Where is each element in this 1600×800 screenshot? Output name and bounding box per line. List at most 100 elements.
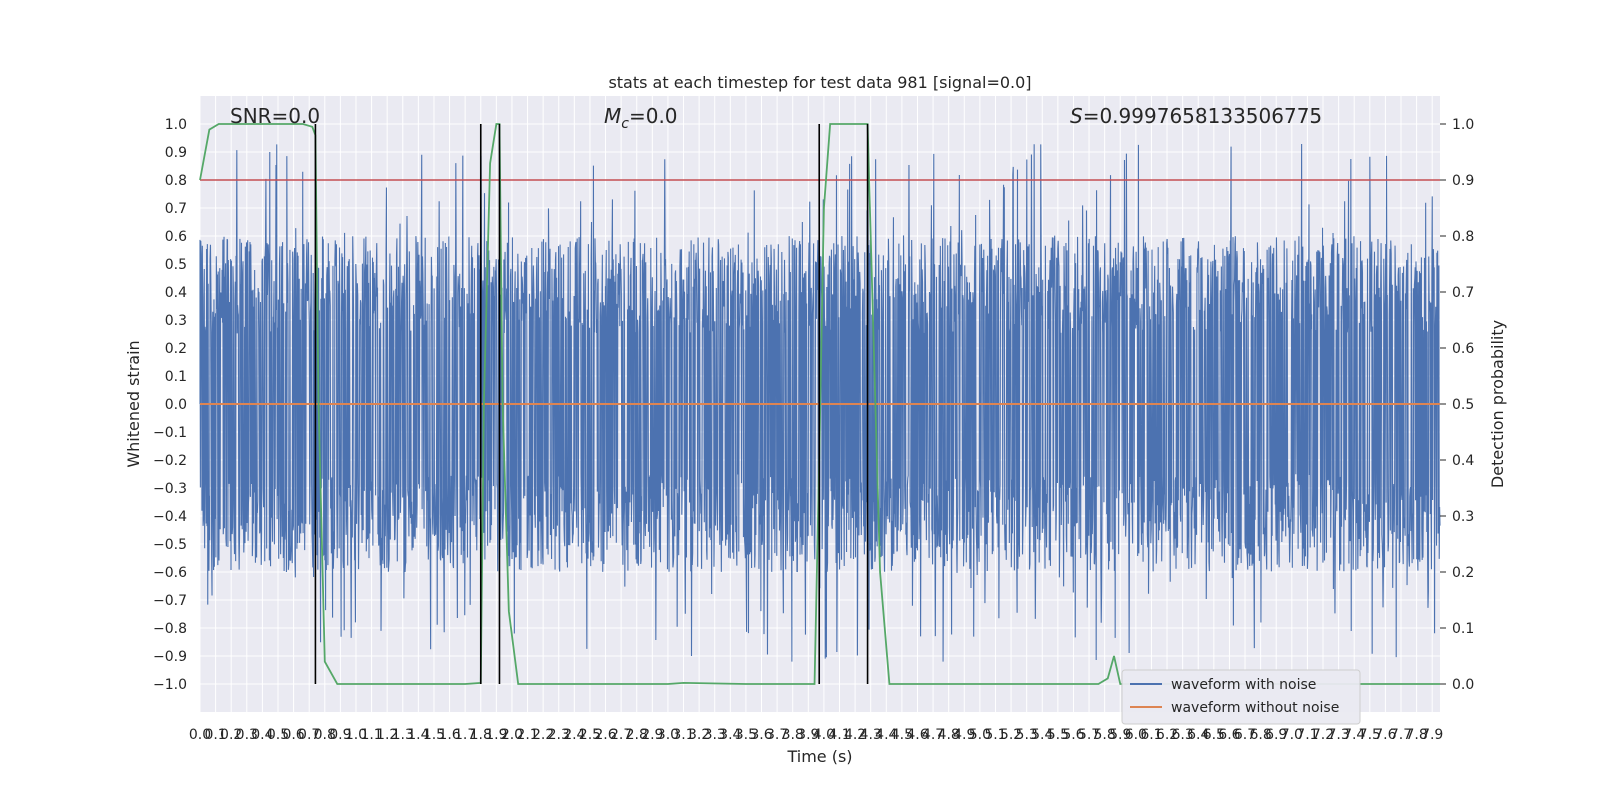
y2-tick-label: 0.9 xyxy=(1452,173,1474,189)
x-tick-label: 7.5 xyxy=(1359,727,1381,743)
x-tick-label: 2.6 xyxy=(594,727,616,743)
x-tick-label: 5.5 xyxy=(1047,727,1069,743)
x-tick-label: 5.3 xyxy=(1016,727,1038,743)
x-tick-label: 1.7 xyxy=(454,727,476,743)
x-tick-label: 3.7 xyxy=(766,727,788,743)
x-tick-label: 3.0 xyxy=(657,727,679,743)
y2-tick-label: 0.5 xyxy=(1452,397,1474,413)
x-tick-label: 2.8 xyxy=(626,727,648,743)
x-tick-label: 4.5 xyxy=(891,727,913,743)
y-tick-label: −0.7 xyxy=(153,593,187,609)
x-tick-label: 0.0 xyxy=(189,727,211,743)
x-tick-label: 6.5 xyxy=(1203,727,1225,743)
y2-tick-label: 0.2 xyxy=(1452,565,1474,581)
x-tick-label: 5.2 xyxy=(1000,727,1022,743)
x-tick-label: 5.4 xyxy=(1031,727,1053,743)
x-tick-label: 0.2 xyxy=(220,727,242,743)
x-tick-label: 4.6 xyxy=(906,727,928,743)
x-tick-label: 3.9 xyxy=(797,727,819,743)
chart-title: stats at each timestep for test data 981… xyxy=(608,73,1031,92)
x-tick-label: 1.8 xyxy=(470,727,492,743)
x-tick-label: 2.7 xyxy=(610,727,632,743)
x-tick-label: 1.3 xyxy=(392,727,414,743)
y2-tick-label: 1.0 xyxy=(1452,117,1474,133)
x-tick-label: 7.9 xyxy=(1421,727,1443,743)
y-tick-label: 0.8 xyxy=(165,173,187,189)
x-tick-label: 3.6 xyxy=(750,727,772,743)
x-axis-label: Time (s) xyxy=(786,747,852,766)
x-tick-label: 2.4 xyxy=(563,727,585,743)
x-tick-label: 1.5 xyxy=(423,727,445,743)
legend-label-clean: waveform without noise xyxy=(1171,700,1339,716)
x-tick-label: 4.7 xyxy=(922,727,944,743)
y-tick-label: 0.7 xyxy=(165,201,187,217)
x-tick-label: 0.1 xyxy=(204,727,226,743)
legend-label-noise: waveform with noise xyxy=(1171,677,1316,693)
annotation-chirp-mass: Mc=0.0 xyxy=(604,104,678,132)
line-series-layer xyxy=(199,123,1440,685)
x-tick-label: 4.9 xyxy=(953,727,975,743)
x-tick-label: 6.0 xyxy=(1125,727,1147,743)
x-tick-label: 7.0 xyxy=(1281,727,1303,743)
y2-tick-label: 0.0 xyxy=(1452,677,1474,693)
legend: waveform with noise waveform without noi… xyxy=(1121,669,1361,725)
y-tick-label: 0.9 xyxy=(165,145,187,161)
x-tick-label: 7.4 xyxy=(1343,727,1365,743)
y-tick-label: −0.8 xyxy=(153,621,187,637)
x-tick-label: 6.6 xyxy=(1218,727,1240,743)
y-tick-label: −0.5 xyxy=(153,537,187,553)
x-tick-label: 2.0 xyxy=(501,727,523,743)
x-tick-label: 6.9 xyxy=(1265,727,1287,743)
x-tick-label: 6.1 xyxy=(1140,727,1162,743)
x-tick-label: 6.4 xyxy=(1187,727,1209,743)
x-tick-label: 5.6 xyxy=(1062,727,1084,743)
x-tick-label: 2.2 xyxy=(532,727,554,743)
y-tick-label: −0.2 xyxy=(153,453,187,469)
x-tick-label: 4.8 xyxy=(938,727,960,743)
x-tick-label: 5.0 xyxy=(969,727,991,743)
y2-tick-label: 0.1 xyxy=(1452,621,1474,637)
y2-tick-label: 0.8 xyxy=(1452,229,1474,245)
x-tick-label: 4.1 xyxy=(828,727,850,743)
x-tick-label: 7.3 xyxy=(1327,727,1349,743)
x-tick-label: 6.3 xyxy=(1172,727,1194,743)
x-tick-label: 0.8 xyxy=(314,727,336,743)
y-tick-label: 0.5 xyxy=(165,257,187,273)
x-tick-label: 3.1 xyxy=(672,727,694,743)
x-tick-label: 1.1 xyxy=(360,727,382,743)
x-tick-label: 1.6 xyxy=(438,727,460,743)
annotation-snr: SNR=0.0 xyxy=(230,104,320,128)
y-tick-label: −0.9 xyxy=(153,649,187,665)
y2-tick-label: 0.6 xyxy=(1452,341,1474,357)
x-tick-label: 4.4 xyxy=(875,727,897,743)
x-tick-label: 4.2 xyxy=(844,727,866,743)
x-tick-label: 1.0 xyxy=(345,727,367,743)
x-tick-label: 7.1 xyxy=(1296,727,1318,743)
x-tick-label: 2.1 xyxy=(516,727,538,743)
x-tick-label: 3.3 xyxy=(704,727,726,743)
y-tick-label: 0.0 xyxy=(165,397,187,413)
x-tick-label: 6.2 xyxy=(1156,727,1178,743)
x-tick-label: 0.5 xyxy=(267,727,289,743)
x-tick-label: 3.5 xyxy=(735,727,757,743)
legend-box xyxy=(1121,669,1361,725)
x-tick-label: 7.7 xyxy=(1390,727,1412,743)
x-tick-label: 5.1 xyxy=(984,727,1006,743)
x-tick-label: 3.8 xyxy=(782,727,804,743)
y2-axis-label: Detection probability xyxy=(1488,320,1507,488)
x-tick-label: 0.3 xyxy=(236,727,258,743)
x-tick-label: 7.8 xyxy=(1405,727,1427,743)
x-tick-label: 0.6 xyxy=(282,727,304,743)
x-tick-label: 6.7 xyxy=(1234,727,1256,743)
x-tick-label: 3.4 xyxy=(719,727,741,743)
y-tick-label: −1.0 xyxy=(153,677,187,693)
x-tick-label: 2.5 xyxy=(579,727,601,743)
y2-tick-label: 0.4 xyxy=(1452,453,1474,469)
x-tick-label: 2.3 xyxy=(548,727,570,743)
x-tick-label: 0.4 xyxy=(251,727,273,743)
x-tick-label: 1.2 xyxy=(376,727,398,743)
annotation-s-value: S=0.9997658133506775 xyxy=(1070,104,1322,128)
x-tick-label: 1.4 xyxy=(407,727,429,743)
tick-layer: 0.00.10.20.30.40.50.60.70.80.91.01.11.21… xyxy=(153,117,1474,743)
